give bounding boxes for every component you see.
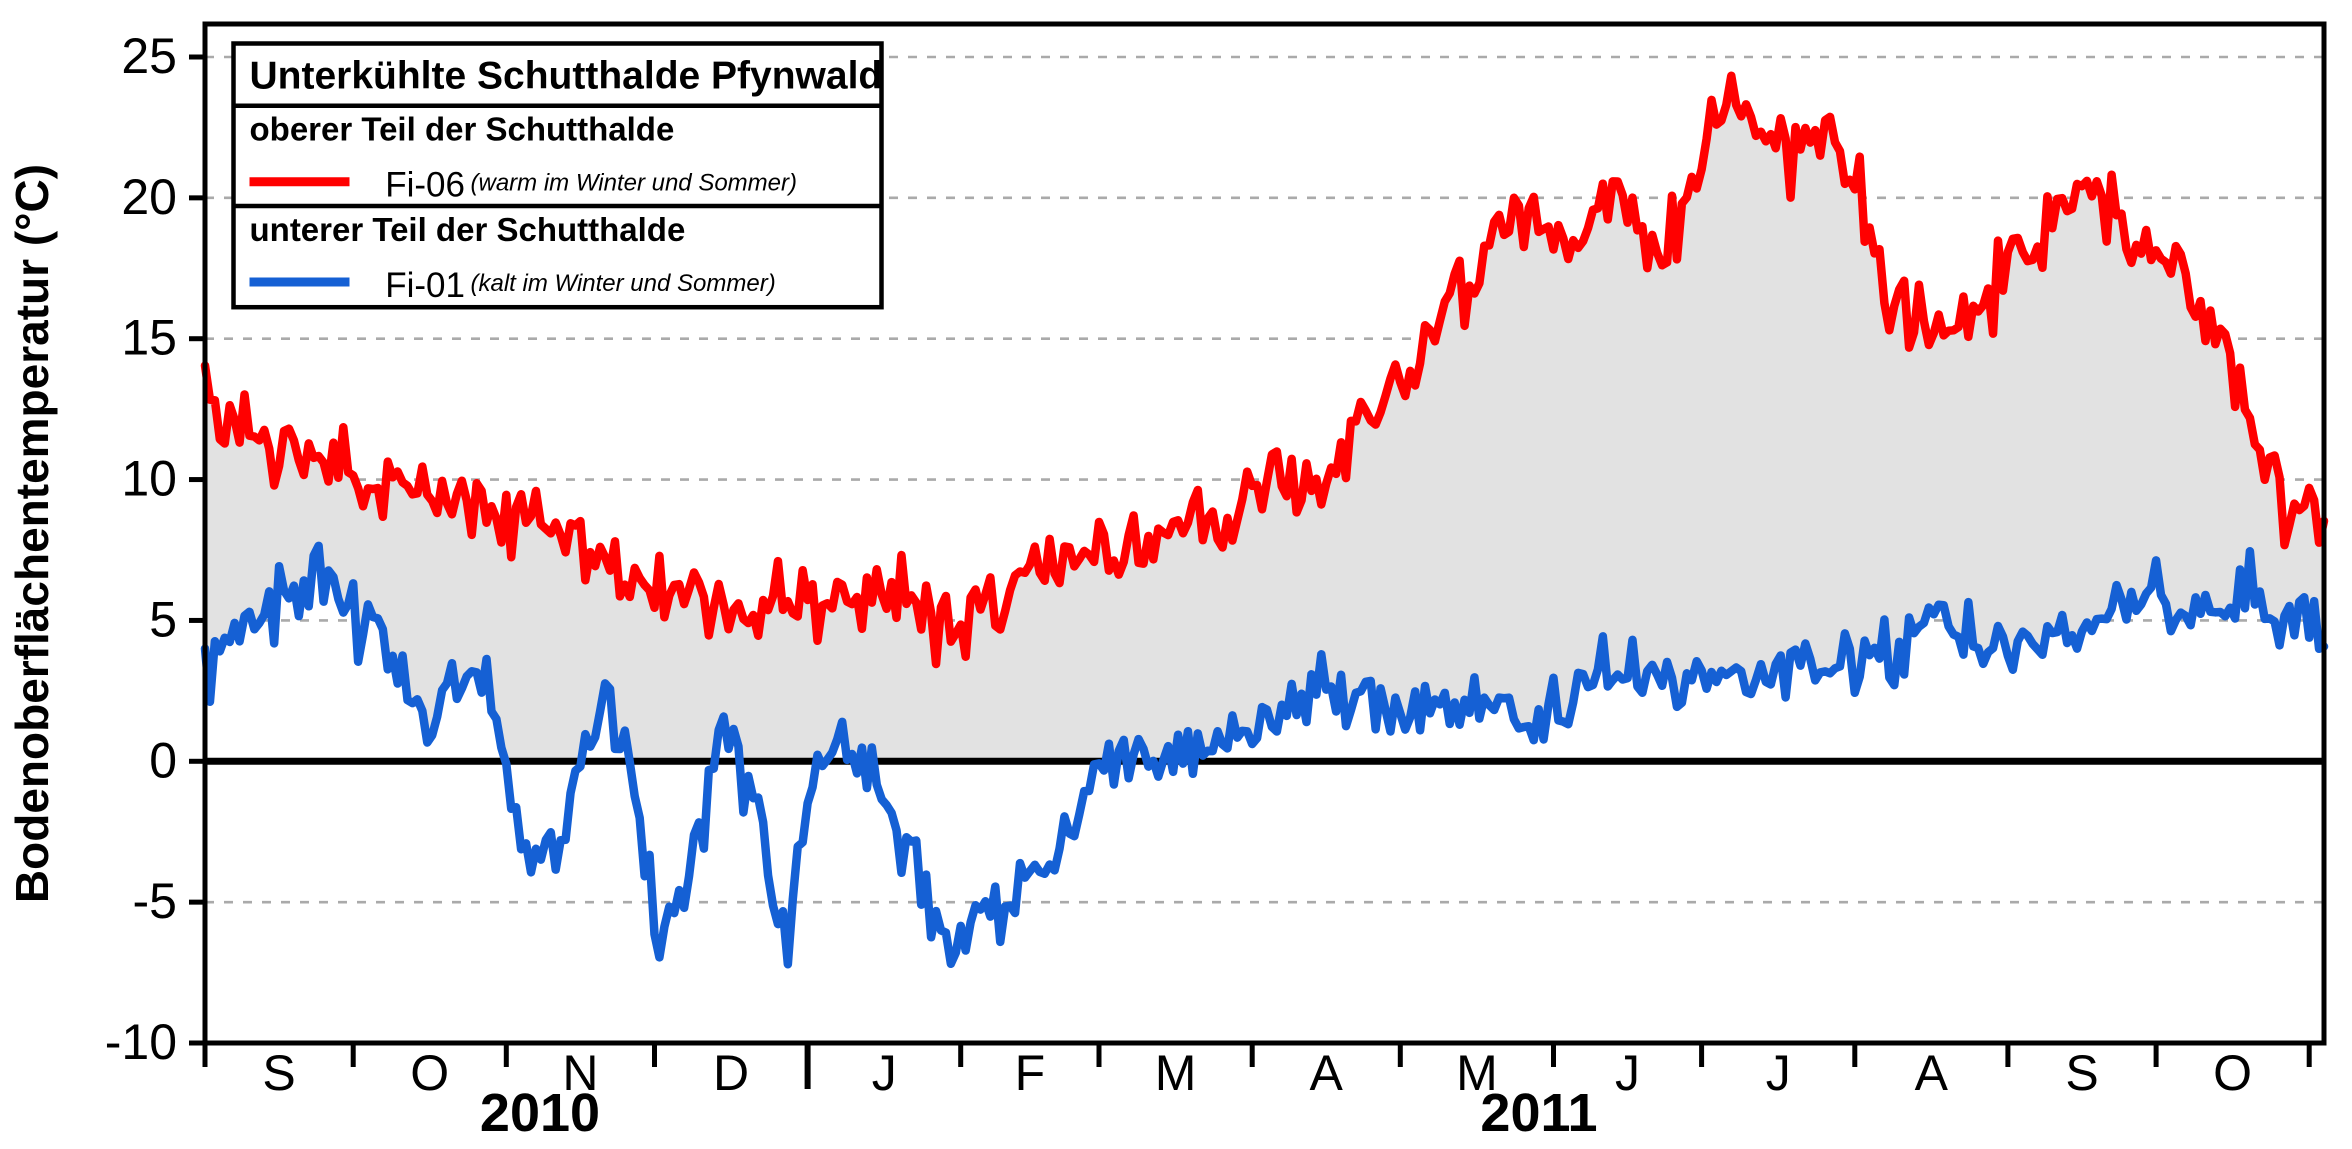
svg-text:Bodenoberflächentemperatur (°C: Bodenoberflächentemperatur (°C) <box>6 164 58 903</box>
svg-text:5: 5 <box>149 591 177 647</box>
svg-text:S: S <box>262 1045 295 1101</box>
svg-text:J: J <box>1766 1045 1791 1101</box>
svg-text:10: 10 <box>121 451 177 507</box>
svg-text:2010: 2010 <box>480 1083 600 1143</box>
svg-text:J: J <box>1615 1045 1640 1101</box>
svg-text:O: O <box>410 1045 449 1101</box>
svg-text:Fi-01: Fi-01 <box>385 266 465 305</box>
svg-text:Unterkühlte Schutthalde Pfynwa: Unterkühlte Schutthalde Pfynwald <box>250 55 883 98</box>
svg-text:O: O <box>2213 1045 2252 1101</box>
svg-text:2011: 2011 <box>1480 1083 1597 1143</box>
svg-text:F: F <box>1015 1045 1046 1101</box>
svg-text:A: A <box>1915 1045 1949 1101</box>
svg-text:oberer Teil der Schutthalde: oberer Teil der Schutthalde <box>250 111 675 148</box>
svg-text:M: M <box>1155 1045 1197 1101</box>
svg-text:-10: -10 <box>105 1014 177 1070</box>
svg-text:-5: -5 <box>133 873 177 929</box>
svg-text:15: 15 <box>121 310 177 366</box>
svg-text:25: 25 <box>121 28 177 84</box>
svg-text:unterer Teil der Schutthalde: unterer Teil der Schutthalde <box>250 211 686 248</box>
svg-text:S: S <box>2065 1045 2098 1101</box>
svg-text:A: A <box>1310 1045 1344 1101</box>
svg-text:D: D <box>713 1045 749 1101</box>
svg-text:0: 0 <box>149 732 177 788</box>
svg-text:(kalt im Winter und Sommer): (kalt im Winter und Sommer) <box>471 270 776 297</box>
svg-text:20: 20 <box>121 169 177 225</box>
svg-text:J: J <box>872 1045 897 1101</box>
svg-text:Fi-06: Fi-06 <box>385 166 465 205</box>
svg-text:(warm im Winter und Sommer): (warm im Winter und Sommer) <box>471 170 798 197</box>
